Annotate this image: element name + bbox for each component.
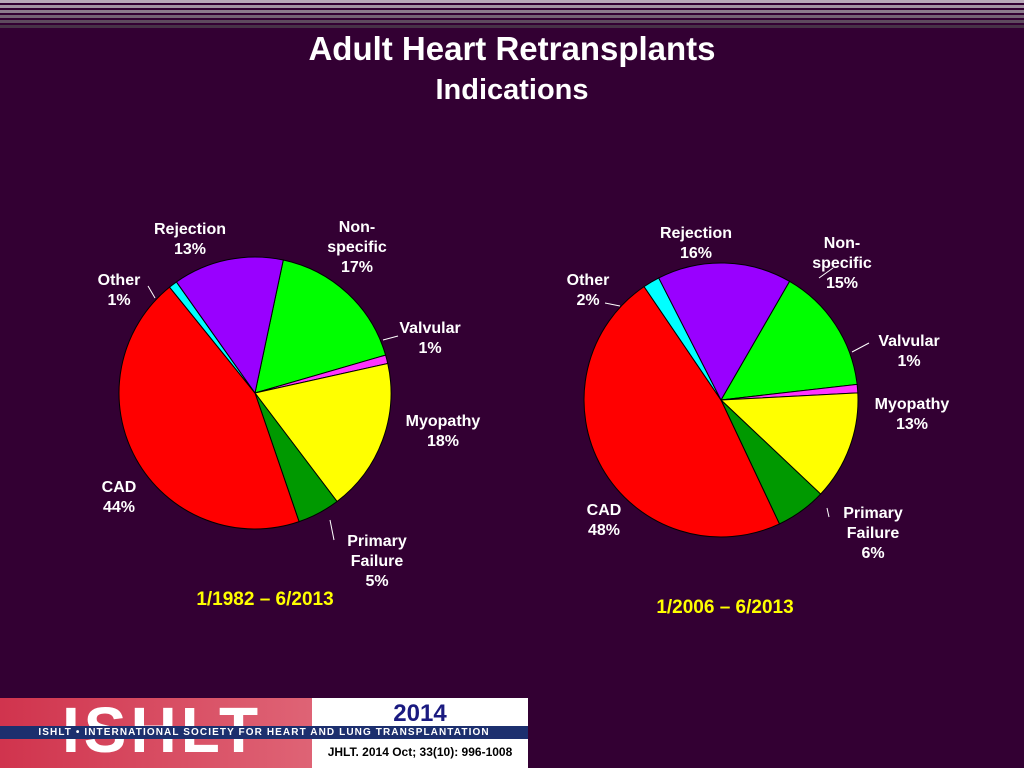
leader-line-other — [147, 285, 156, 299]
pie-chart-2: Non-specific 15% Valvular 1% Myopathy 13% Prim… — [567, 225, 950, 618]
footer-society-banner: ISHLT • INTERNATIONAL SOCIETY FOR HEART … — [0, 726, 528, 739]
header-stripes — [0, 0, 1024, 34]
slice-label-primary-failure: Primary Failure 6% — [843, 505, 903, 562]
leader-line-other — [604, 302, 621, 307]
leader-line-valvular — [382, 335, 399, 341]
page-subtitle: Indications — [435, 74, 589, 106]
slice-label-non-specific: Non-specific 17% — [327, 219, 387, 276]
slice-label-myopathy: Myopathy 18% — [406, 413, 481, 450]
footer-year: 2014 — [393, 700, 447, 727]
slice-label-cad: CAD 48% — [587, 502, 622, 539]
slice-label-rejection: Rejection 13% — [154, 221, 226, 258]
slice-label-other: Other 1% — [98, 272, 141, 309]
pie-slice-rejection — [658, 262, 791, 402]
footer-citation: JHLT. 2014 Oct; 33(10): 996-1008 — [327, 745, 513, 759]
slice-label-valvular: Valvular 1% — [878, 333, 939, 370]
period-label: 1/1982 – 6/2013 — [196, 589, 333, 610]
leader-line-non-specific — [818, 267, 834, 279]
slice-label-myopathy: Myopathy 13% — [875, 396, 950, 433]
leader-line-primary-failure — [826, 507, 830, 518]
pie-slice-non-specific — [254, 259, 387, 394]
pie-slice-non-specific — [720, 280, 858, 401]
slice-label-primary-failure: Primary Failure 5% — [347, 533, 407, 590]
pie-slice-cad — [583, 285, 781, 538]
pie-slice-myopathy — [254, 362, 392, 503]
leader-line-valvular — [851, 342, 870, 353]
slice-label-valvular: Valvular 1% — [399, 320, 460, 357]
slice-label-rejection: Rejection 16% — [660, 225, 732, 262]
slice-label-cad: CAD 44% — [102, 479, 137, 516]
page-title: Adult Heart Retransplants — [308, 30, 716, 67]
pie-chart-1: Non-specific 17% Valvular 1% Myopathy 18% Prim… — [98, 219, 481, 610]
pie-slice-myopathy — [719, 392, 859, 495]
slice-label-non-specific: Non-specific 15% — [812, 235, 872, 292]
period-label: 1/2006 – 6/2013 — [656, 597, 793, 618]
pie-slice-cad — [118, 286, 300, 530]
slice-label-other: Other 2% — [567, 272, 610, 309]
pie-slice-rejection — [175, 256, 284, 395]
leader-line-primary-failure — [329, 519, 335, 541]
